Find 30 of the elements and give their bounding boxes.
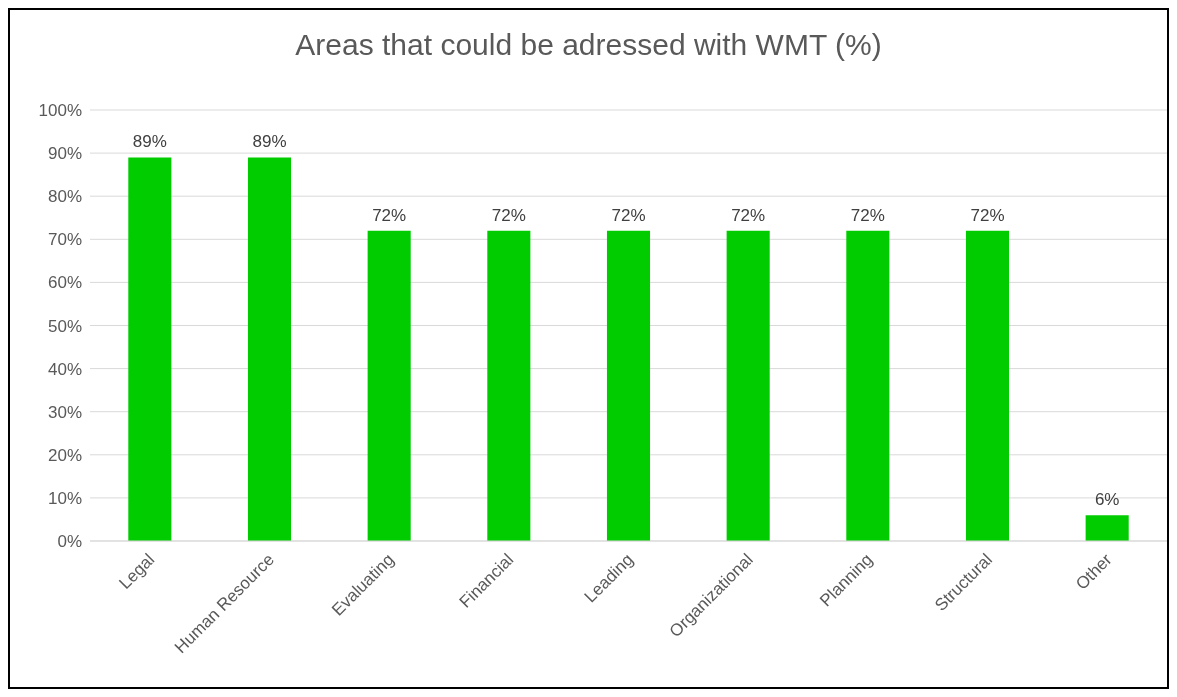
bar bbox=[606, 230, 651, 541]
data-label: 72% bbox=[850, 205, 885, 225]
bar bbox=[367, 230, 411, 541]
data-label: 89% bbox=[252, 132, 287, 152]
data-label: 72% bbox=[970, 205, 1005, 225]
bar bbox=[846, 230, 890, 541]
y-tick-label: 80% bbox=[47, 187, 82, 207]
y-tick-label: 50% bbox=[47, 316, 82, 336]
data-label: 89% bbox=[132, 132, 167, 152]
y-tick-label: 0% bbox=[57, 532, 82, 552]
bar bbox=[487, 230, 531, 541]
bar bbox=[726, 230, 770, 541]
chart-title: Areas that could be adressed with WMT (%) bbox=[294, 28, 883, 62]
data-label: 72% bbox=[491, 205, 526, 225]
y-tick-label: 70% bbox=[47, 230, 82, 250]
y-tick-label: 90% bbox=[47, 144, 82, 164]
bar bbox=[247, 157, 292, 541]
bar bbox=[128, 157, 172, 541]
y-tick-label: 40% bbox=[47, 359, 82, 379]
y-tick-label: 60% bbox=[47, 273, 82, 293]
y-tick-label: 10% bbox=[47, 488, 82, 508]
y-tick-label: 20% bbox=[47, 445, 82, 465]
y-tick-label: 30% bbox=[47, 402, 82, 422]
data-label: 6% bbox=[1094, 490, 1120, 510]
data-label: 72% bbox=[372, 205, 407, 225]
y-tick-label: 100% bbox=[38, 101, 82, 121]
data-label: 72% bbox=[611, 205, 646, 225]
data-label: 72% bbox=[731, 205, 766, 225]
bar bbox=[965, 230, 1010, 541]
bar bbox=[1085, 515, 1129, 541]
